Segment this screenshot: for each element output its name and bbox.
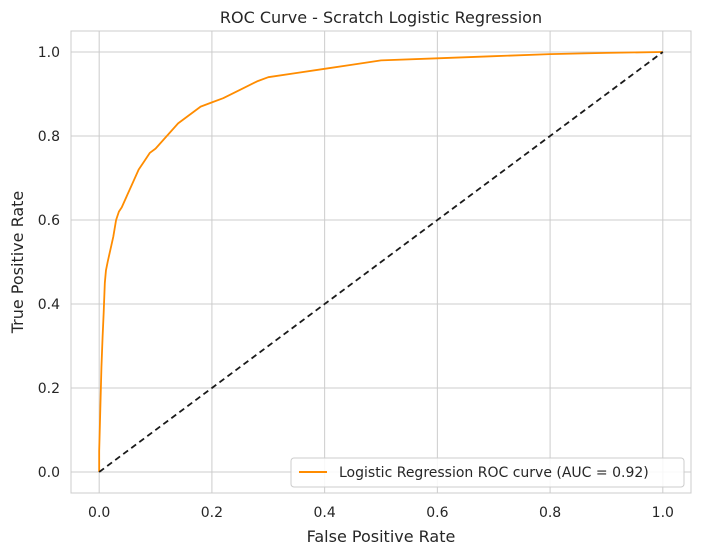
y-ticks: 0.0 0.2 0.4 0.6 0.8 1.0 — [38, 45, 60, 481]
x-tick-label: 0.0 — [88, 505, 110, 521]
legend: Logistic Regression ROC curve (AUC = 0.9… — [290, 457, 685, 488]
y-tick-label: 0.6 — [38, 213, 60, 229]
x-axis-label: False Positive Rate — [307, 527, 456, 546]
roc-curve-line — [98, 51, 663, 472]
y-axis-label: True Positive Rate — [8, 191, 27, 335]
x-tick-label: 0.6 — [426, 505, 448, 521]
series-layer — [98, 51, 664, 473]
diagonal-reference-line — [98, 51, 664, 473]
y-tick-label: 0.0 — [38, 465, 60, 481]
chart-title: ROC Curve - Scratch Logistic Regression — [220, 8, 542, 27]
legend-label-logistic: Logistic Regression ROC curve (AUC = 0.9… — [339, 465, 649, 481]
x-tick-label: 0.8 — [539, 505, 561, 521]
y-tick-label: 1.0 — [38, 45, 60, 61]
y-tick-label: 0.2 — [38, 381, 60, 397]
x-tick-label: 0.4 — [314, 505, 336, 521]
y-tick-label: 0.8 — [38, 129, 60, 145]
x-tick-label: 1.0 — [652, 505, 674, 521]
y-tick-label: 0.4 — [38, 297, 60, 313]
x-ticks: 0.0 0.2 0.4 0.6 0.8 1.0 — [88, 505, 674, 521]
legend-box — [290, 457, 685, 488]
x-tick-label: 0.2 — [201, 505, 223, 521]
